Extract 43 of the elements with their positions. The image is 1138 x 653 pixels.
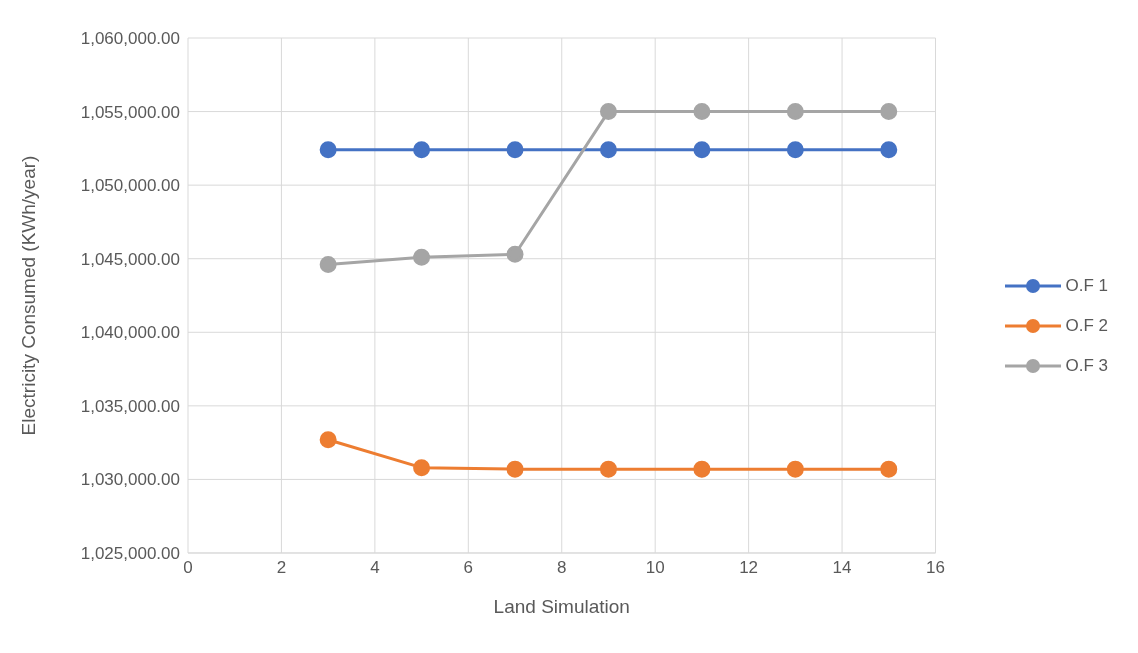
point — [786, 460, 804, 478]
x-tick-label: 0 — [183, 558, 193, 578]
y-tick-label: 1,025,000.00 — [80, 544, 180, 564]
point — [693, 103, 711, 121]
x-tick-label: 16 — [926, 558, 945, 578]
y-tick-label: 1,060,000.00 — [80, 29, 180, 49]
point — [319, 431, 337, 449]
x-tick-label: 14 — [832, 558, 852, 578]
point — [786, 141, 804, 159]
legend-label: O.F 1 — [1065, 275, 1108, 296]
point — [599, 103, 617, 121]
y-axis-title: Electricity Consumed (KWh/year) — [17, 155, 39, 436]
x-tick-label: 6 — [463, 558, 474, 578]
y-tick-label: 1,035,000.00 — [80, 396, 180, 416]
point — [413, 141, 431, 159]
x-tick-label: 4 — [370, 558, 380, 578]
point — [413, 459, 431, 477]
point — [506, 245, 524, 263]
x-tick-label: 12 — [739, 558, 759, 578]
legend-label: O.F 3 — [1065, 355, 1108, 376]
y-tick-label: 1,045,000.00 — [80, 249, 180, 269]
point — [693, 141, 711, 159]
point — [413, 248, 431, 266]
y-tick-label: 1,050,000.00 — [80, 176, 180, 196]
point — [599, 460, 617, 478]
point — [693, 460, 711, 478]
x-tick-label: 10 — [645, 558, 665, 578]
point — [506, 460, 524, 478]
point — [319, 256, 337, 274]
y-tick-label: 1,055,000.00 — [80, 102, 180, 122]
x-tick-label: 2 — [276, 558, 287, 578]
point — [880, 103, 898, 121]
point — [319, 141, 337, 159]
point — [506, 141, 524, 159]
point — [599, 141, 617, 159]
x-axis-title: Land Simulation — [493, 596, 630, 617]
point — [786, 103, 804, 121]
point — [880, 141, 898, 159]
point — [880, 460, 898, 478]
legend-label: O.F 2 — [1065, 315, 1108, 336]
x-tick-label: 8 — [557, 558, 567, 578]
y-tick-label: 1,030,000.00 — [80, 470, 180, 490]
y-tick-label: 1,040,000.00 — [80, 323, 180, 343]
